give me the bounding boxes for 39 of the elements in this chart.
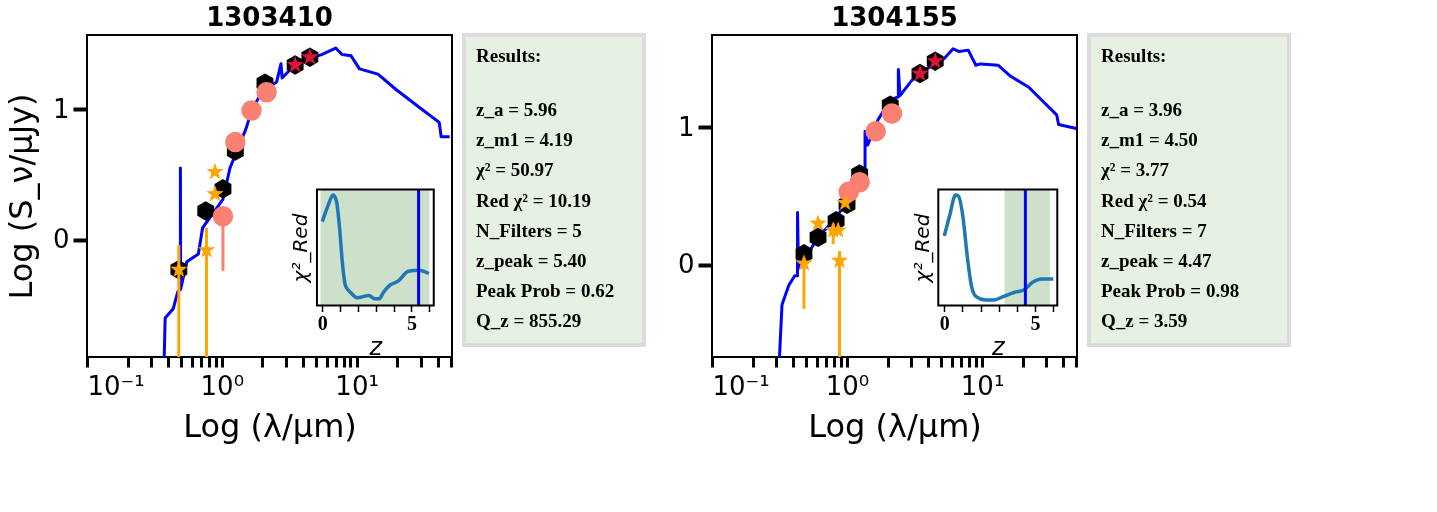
x-tick-label: 10⁰ (200, 370, 245, 401)
text: N_Filters = 7 (1101, 219, 1208, 241)
chart-title: 1304155 (831, 2, 958, 32)
x-tick-label: 5 (1030, 311, 1041, 334)
text: Peak Prob = 0.62 (476, 279, 615, 301)
text: N_Filters = 5 (476, 219, 582, 241)
x-tick-label: 10¹ (335, 370, 379, 401)
text: Results: (476, 45, 542, 67)
x-tick-label: 0 (939, 311, 950, 334)
text: χ² = 50.97 (475, 159, 555, 181)
x-tick-label: 10¹ (960, 370, 1005, 401)
x-axis-title: Log (λ/μm) (183, 406, 357, 445)
text: Q_z = 855.29 (476, 309, 582, 331)
text: z_m1 = 4.19 (476, 129, 573, 151)
x-axis-title: z (368, 332, 384, 361)
text: z_peak = 5.40 (476, 249, 587, 271)
text: Results: (1101, 45, 1167, 67)
x-axis-title: z (990, 332, 1006, 361)
y-tick-label: 1 (52, 93, 70, 124)
y-axis-title: χ²_Red (288, 213, 313, 284)
text: z_m1 = 4.50 (1101, 129, 1198, 151)
y-tick-label: 1 (677, 111, 695, 142)
text: Peak Prob = 0.98 (1101, 279, 1240, 301)
x-tick-label: 10⁻¹ (87, 370, 145, 401)
x-tick-label: 5 (406, 311, 417, 334)
y-axis-title: Log (S_ν/μJy) (1, 93, 40, 300)
x-tick-label: 0 (317, 311, 328, 334)
text: χ² = 3.77 (1100, 159, 1170, 181)
y-axis-title: χ²_Red (909, 213, 934, 284)
text: z_a = 3.96 (1101, 99, 1183, 121)
text: z_peak = 4.47 (1101, 249, 1213, 271)
text: Q_z = 3.59 (1101, 309, 1188, 331)
text: Red χ² = 10.19 (476, 189, 592, 211)
x-tick-label: 10⁰ (825, 370, 870, 401)
text: Red χ² = 0.54 (1101, 189, 1208, 211)
chart-title: 1303410 (206, 2, 333, 32)
x-tick-label: 10⁻¹ (712, 370, 770, 401)
text: z_a = 5.96 (476, 99, 558, 121)
x-axis-title: Log (λ/μm) (808, 406, 982, 445)
